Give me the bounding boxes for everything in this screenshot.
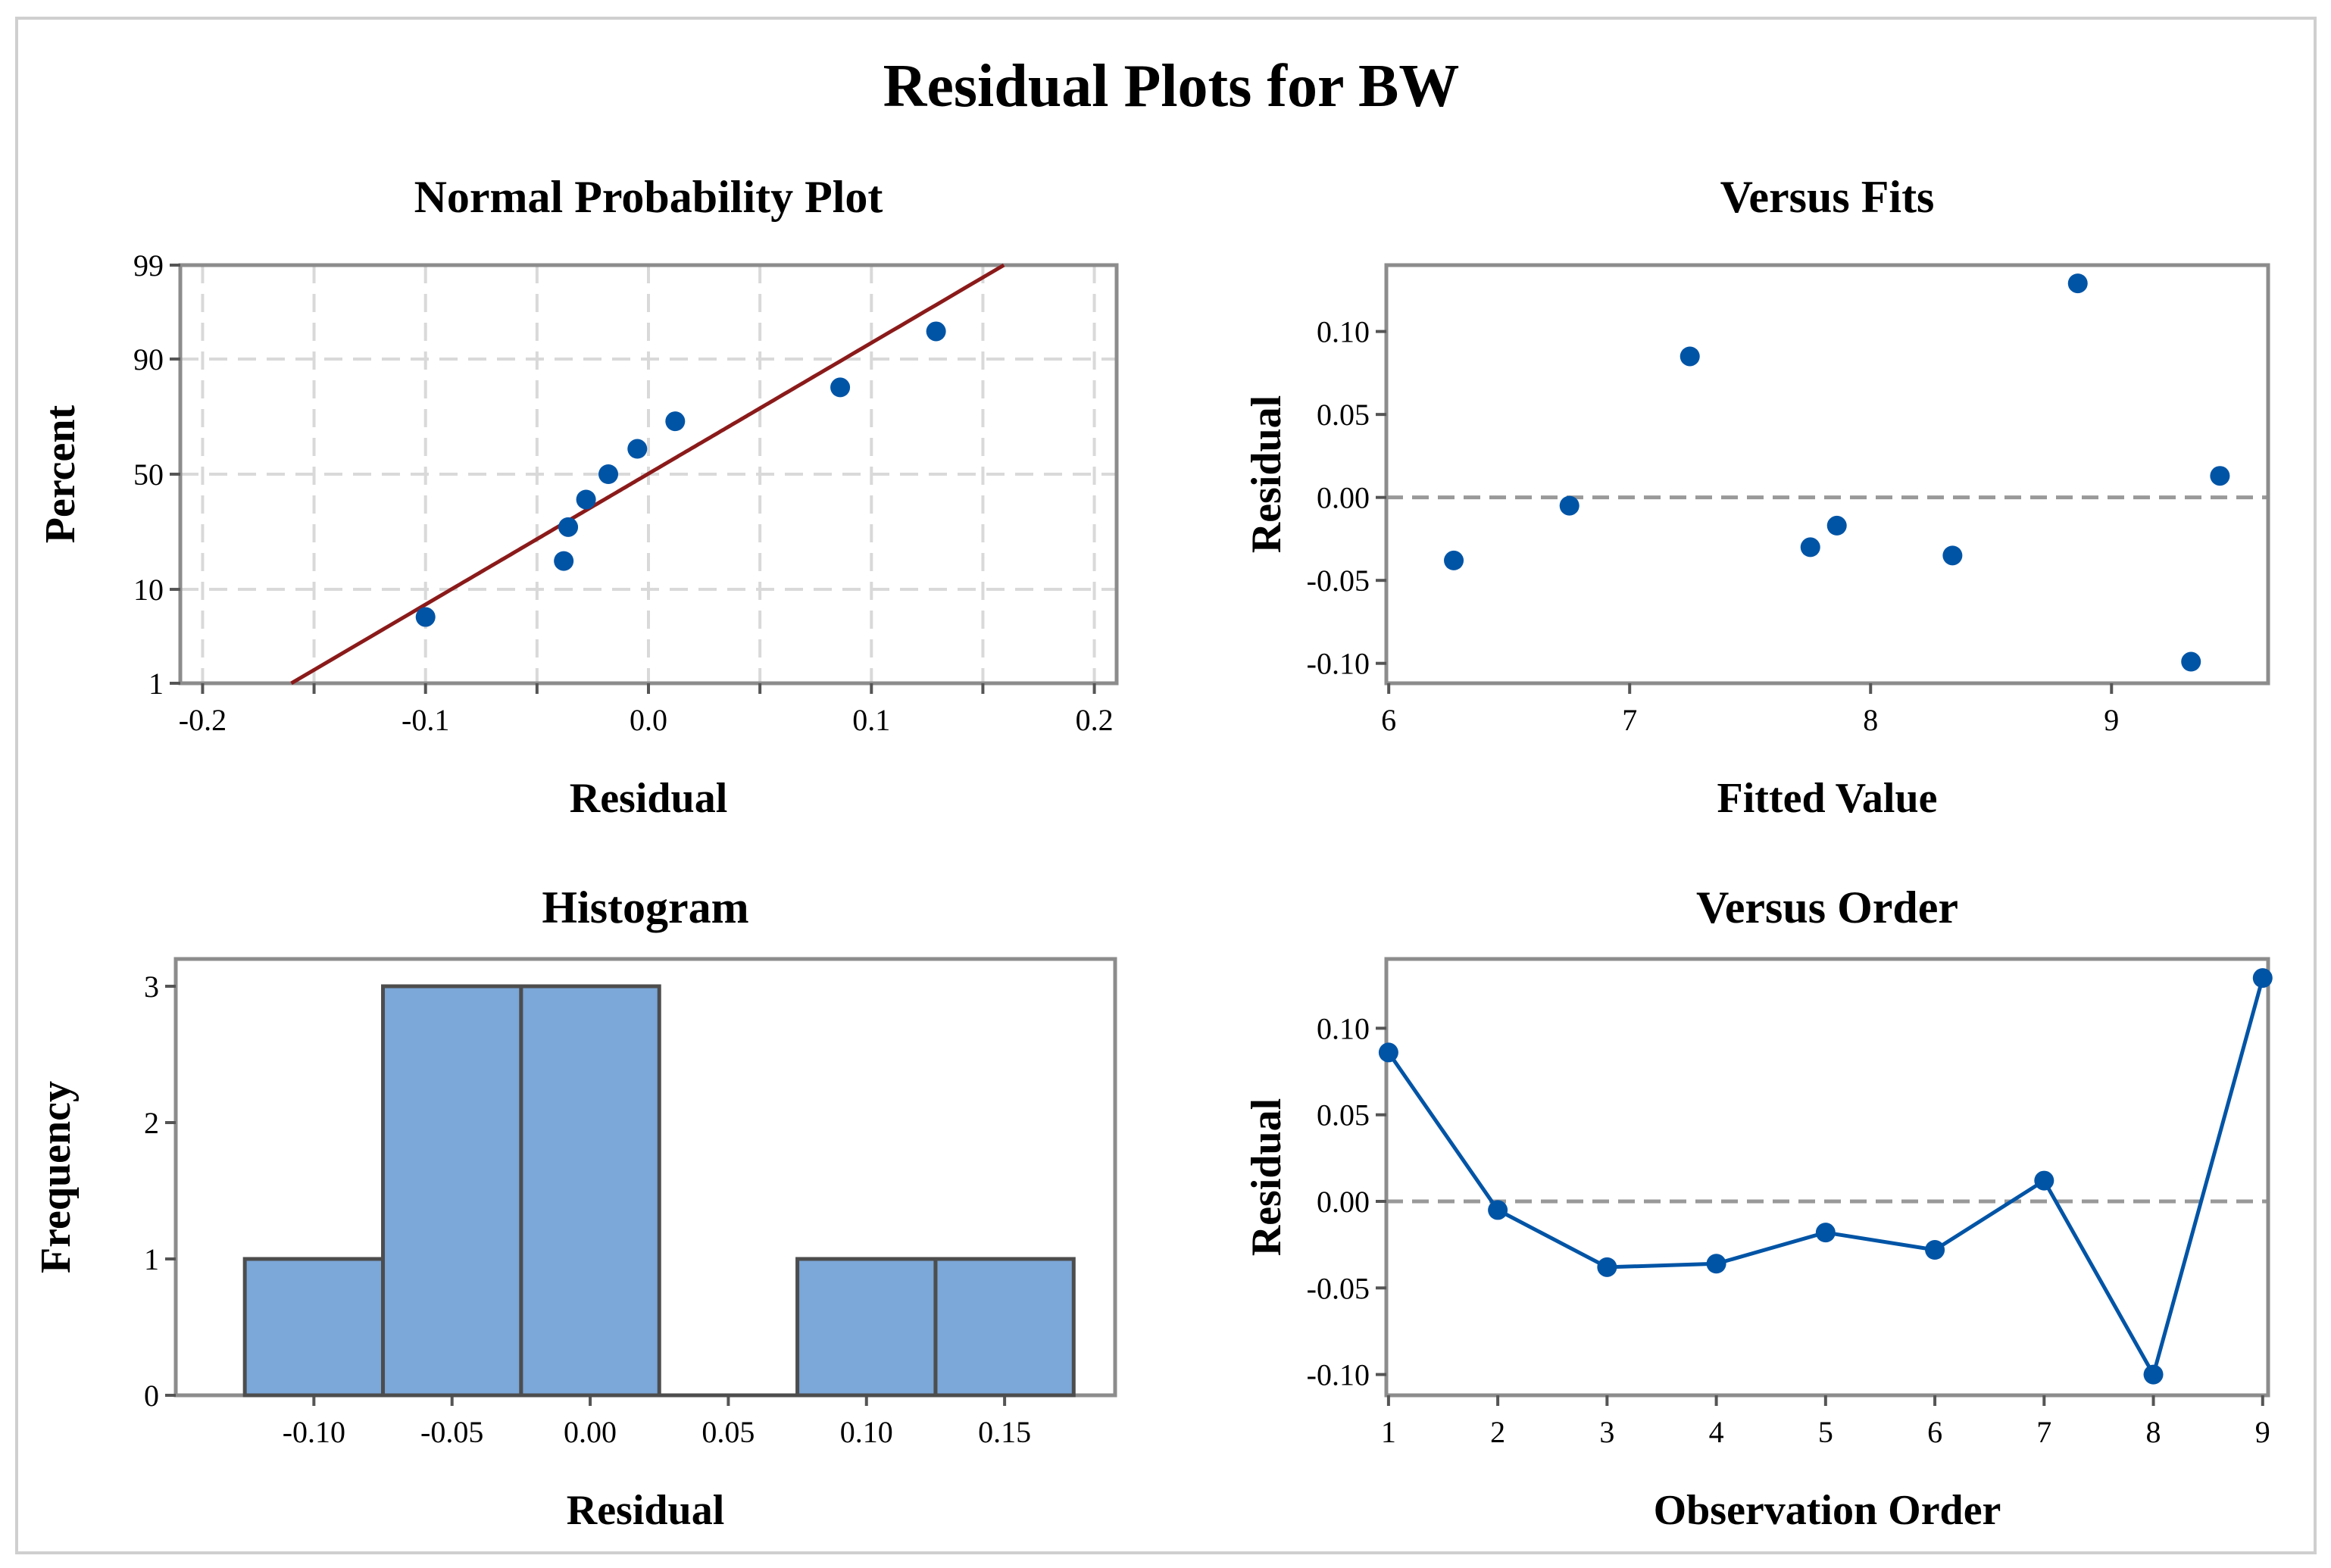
histogram-bar [519,984,661,1398]
data-point [2210,466,2230,486]
y-axis-label: Percent [37,404,84,543]
y-tick-label: 1 [148,667,164,701]
x-tick-label: 0.05 [701,1415,755,1449]
x-tick-label: 0.10 [840,1415,893,1449]
data-point [1559,495,1580,516]
data-point [627,439,648,459]
data-point [1942,545,1963,566]
y-tick-label: 0.10 [1317,315,1370,349]
data-point [598,464,619,484]
x-tick-label: 5 [1818,1415,1833,1449]
y-tick-label: -0.05 [1307,1271,1370,1305]
y-tick-label: 0.00 [1317,1185,1370,1219]
x-tick-label: 3 [1599,1415,1614,1449]
plot-title: Normal Probability Plot [414,172,883,222]
y-tick-label: 0.05 [1317,398,1370,432]
data-point [830,377,851,398]
data-point [926,321,946,342]
y-tick-label: 0.05 [1317,1098,1370,1132]
plot-title: Versus Fits [1720,172,1935,222]
plot-title: Versus Order [1696,882,1958,932]
data-point [1444,550,1464,570]
x-tick-label: 0.00 [564,1415,617,1449]
histogram-bar [795,1257,938,1398]
x-axis-label: Fitted Value [1717,775,1938,822]
histogram-bar [242,1257,386,1398]
data-point [2181,651,2201,672]
panel-versus-order: Versus Order 1 2 3 4 5 6 7 8 9 -0.10 -0.05 0.00 0.05 0… [1243,882,2273,1534]
x-tick-label: -0.2 [179,703,227,737]
x-tick-label: -0.10 [283,1415,345,1449]
data-point [1597,1257,1617,1277]
y-axis-label: Residual [1243,1098,1290,1257]
data-point [558,517,579,537]
y-tick-label: -0.10 [1307,1358,1370,1392]
data-point [2067,273,2088,294]
panel-histogram: Histogram -0.10 -0.05 0.00 0.05 0.10 0.15 0 1 2 3 R… [33,882,1117,1534]
y-tick-label: 10 [133,573,164,607]
y-tick-label: -0.05 [1307,564,1370,598]
data-point [665,411,686,432]
x-tick-label: 0.2 [1076,703,1114,737]
x-tick-label: -0.05 [420,1415,483,1449]
y-axis-label: Frequency [33,1081,80,1273]
data-point [1815,1223,1836,1243]
y-tick-label: 3 [144,970,159,1004]
data-point [2034,1170,2054,1191]
data-point [1826,515,1847,536]
data-point [2143,1364,2164,1385]
y-tick-label: 90 [133,342,164,376]
x-axis-label: Observation Order [1654,1487,2001,1534]
y-tick-label: 0.00 [1317,481,1370,515]
plot-frame [1384,263,2270,686]
data-point [576,489,596,510]
data-point [1800,537,1820,558]
x-tick-label: 0.15 [978,1415,1031,1449]
fitted-normal-line [290,263,1005,686]
y-tick-label: 1 [144,1242,159,1276]
y-tick-label: -0.10 [1307,647,1370,681]
x-tick-label: 0.0 [630,703,667,737]
data-point [1378,1042,1398,1063]
data-point [1706,1254,1726,1274]
x-tick-label: 7 [2036,1415,2051,1449]
x-tick-label: 1 [1381,1415,1396,1449]
plot-frame [1384,957,2270,1398]
data-point [1925,1240,1945,1260]
panel-versus-fits: Versus Fits 6 7 8 9 -0.10 -0.05 0.00 0.05 0.10 Fit… [1243,172,2270,822]
panel-normal-probability: Normal Probability Plot -0.2 -0.1 0.0 0.1 0.2… [37,172,1119,822]
x-tick-label: 9 [2255,1415,2270,1449]
data-point [1488,1200,1508,1220]
x-tick-label: 2 [1490,1415,1505,1449]
y-tick-label: 50 [133,458,164,492]
x-axis-label: Residual [567,1487,725,1534]
x-axis-label: Residual [570,775,728,822]
x-tick-label: 8 [2146,1415,2161,1449]
x-tick-label: 8 [1863,703,1878,737]
y-tick-label: 0.10 [1317,1011,1370,1045]
x-tick-label: 7 [1622,703,1637,737]
panels: Normal Probability Plot -0.2 -0.1 0.0 0.1 0.2… [33,172,2273,1534]
y-axis-label: Residual [1243,395,1290,554]
y-tick-label: 99 [133,248,164,283]
y-tick-label: 2 [144,1106,159,1140]
histogram-bar [933,1257,1076,1398]
x-tick-label: 9 [2104,703,2119,737]
data-point [2252,968,2273,989]
data-point [1680,346,1700,367]
histogram-bar [381,984,523,1398]
y-tick-label: 0 [144,1379,159,1413]
x-tick-label: 4 [1709,1415,1724,1449]
x-tick-label: 0.1 [852,703,890,737]
x-tick-label: 6 [1927,1415,1942,1449]
data-point [554,551,574,571]
figure-title: Residual Plots for BW [883,53,1460,120]
data-point [415,607,436,627]
x-tick-label: -0.1 [402,703,449,737]
x-tick-label: 6 [1381,703,1396,737]
plot-title: Histogram [542,882,748,932]
